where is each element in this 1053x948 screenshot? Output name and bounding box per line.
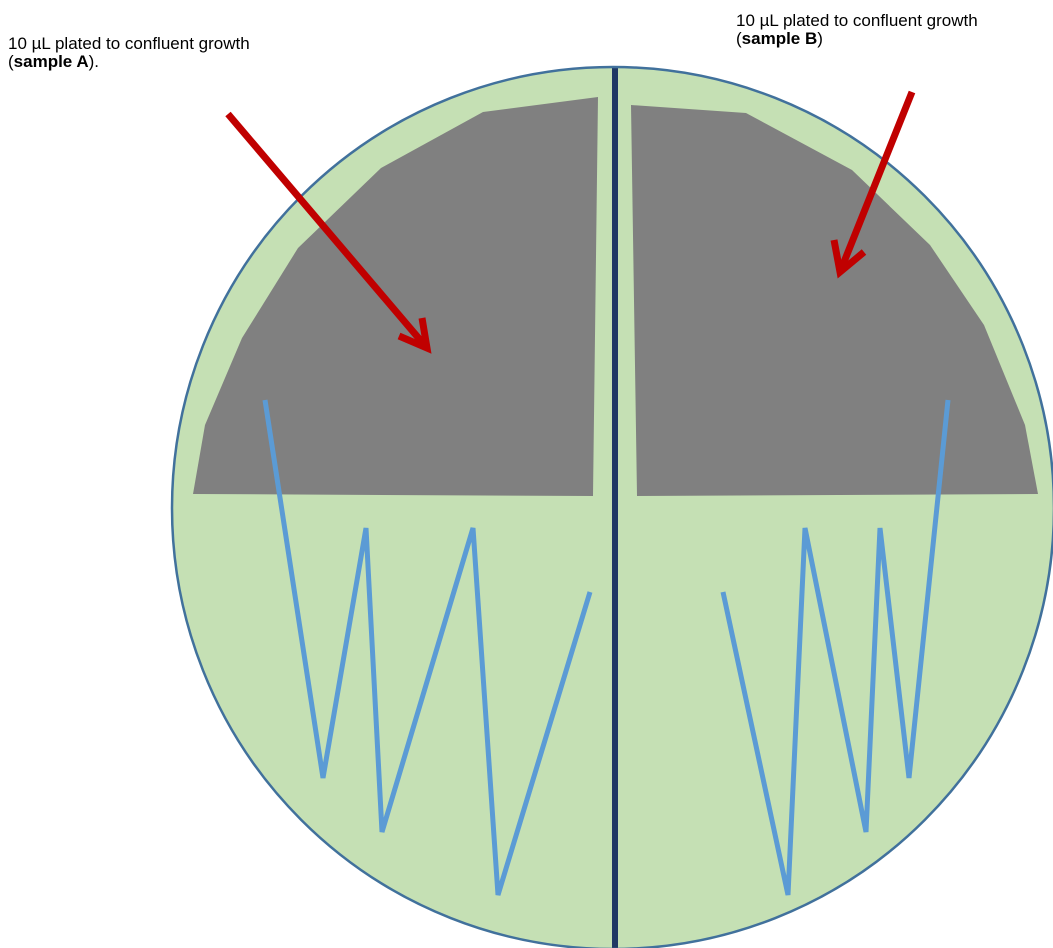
plate-rim — [170, 65, 1053, 948]
streak-line-sample-b — [720, 399, 951, 896]
streak-line-sample-a — [262, 399, 593, 896]
confluent-growth-sample-a — [193, 97, 598, 496]
caption-sample-b-name: sample B — [741, 29, 818, 48]
caption-sample-a-open: ( — [8, 52, 14, 71]
caption-sample-a-line1: 10 µL plated to confluent growth — [8, 34, 250, 53]
caption-sample-a-close: ). — [88, 52, 100, 71]
caption-sample-a-name: sample A — [13, 52, 89, 71]
arrow-sample-a — [225, 111, 432, 354]
caption-sample-b-open: ( — [736, 29, 742, 48]
caption-sample-b-line2: (sample B) — [736, 30, 978, 48]
confluent-growth-sample-b — [631, 105, 1038, 496]
caption-sample-a: 10 µL plated to confluent growth (sample… — [8, 35, 250, 71]
caption-sample-a-line2: (sample A). — [8, 53, 250, 71]
caption-sample-b-close: ) — [817, 29, 823, 48]
caption-sample-b: 10 µL plated to confluent growth (sample… — [736, 12, 978, 48]
caption-sample-b-line1: 10 µL plated to confluent growth — [736, 11, 978, 30]
arrow-sample-b — [830, 90, 916, 279]
